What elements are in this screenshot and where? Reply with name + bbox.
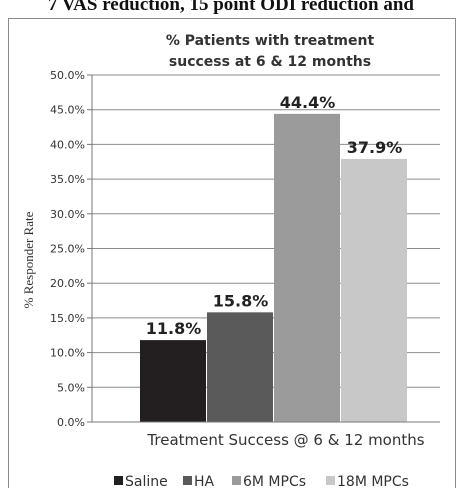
bar-18m-mpcs xyxy=(341,158,407,422)
y-tick-label: 40.0% xyxy=(50,138,85,151)
data-labels: 11.8% 15.8% 44.4% 37.9% xyxy=(146,93,403,338)
y-tick-label: 10.0% xyxy=(50,347,85,360)
bar-ha xyxy=(207,312,273,422)
data-label-18m-mpcs: 37.9% xyxy=(347,138,403,157)
bar-saline xyxy=(140,340,206,422)
y-tick-label: 25.0% xyxy=(50,243,85,256)
legend-swatch xyxy=(326,476,335,485)
data-label-saline: 11.8% xyxy=(146,319,202,338)
y-tick-label: 5.0% xyxy=(57,381,85,394)
legend-swatch xyxy=(232,476,241,485)
y-axis-label: % Responder Rate xyxy=(21,211,36,308)
legend-label: Saline xyxy=(125,474,168,488)
chart-title-line-2: success at 6 & 12 months xyxy=(169,54,371,70)
legend-label: HA xyxy=(194,474,215,488)
y-tick-label: 0.0% xyxy=(57,416,85,429)
legend-label: 6M MPCs xyxy=(243,474,306,488)
x-axis-label: Treatment Success @ 6 & 12 months xyxy=(146,431,424,449)
y-tick-label: 35.0% xyxy=(50,173,85,186)
y-tick-label: 15.0% xyxy=(50,312,85,325)
legend-swatch xyxy=(114,476,123,485)
chart-frame xyxy=(8,18,456,488)
chart-title-line-1: % Patients with treatment xyxy=(166,33,375,49)
y-axis-tick-labels: 0.0% 5.0% 10.0% 15.0% 20.0% 25.0% 30.0% 35.0% 40… xyxy=(50,69,85,429)
data-label-ha: 15.8% xyxy=(213,291,269,310)
bars xyxy=(140,113,407,422)
data-label-6m-mpcs: 44.4% xyxy=(280,93,336,112)
y-tick-label: 50.0% xyxy=(50,69,85,82)
bar-6m-mpcs xyxy=(274,113,340,422)
y-tick-label: 20.0% xyxy=(50,277,85,290)
legend: Saline HA 6M MPCs 18M MPCs xyxy=(114,474,409,488)
y-tick-label: 30.0% xyxy=(50,208,85,221)
legend-label: 18M MPCs xyxy=(337,474,409,488)
top-caption: 7 VAS reduction, 15 point ODI reduction … xyxy=(47,0,414,15)
y-tick-label: 45.0% xyxy=(50,104,85,117)
legend-swatch xyxy=(183,476,192,485)
